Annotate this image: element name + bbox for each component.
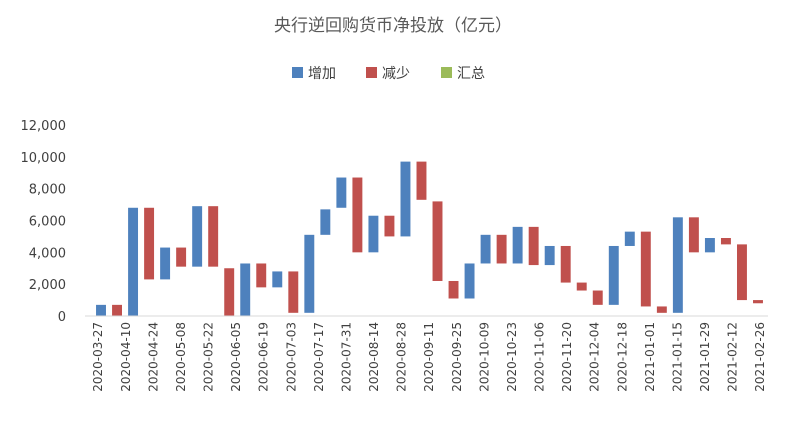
bar-decrease	[224, 268, 235, 316]
x-axis: 2020-03-27 2020-04-10 2020-04-24 2020-05-08…	[91, 322, 767, 392]
y-tick-label: 6,000	[29, 215, 66, 230]
x-tick-label: 2020-12-04	[588, 322, 602, 392]
bar-increase	[304, 234, 315, 313]
bar-decrease	[208, 206, 219, 267]
x-tick-label: 2020-03-27	[91, 322, 105, 392]
bar-decrease	[256, 263, 267, 288]
legend-item-1: 增加	[292, 66, 336, 82]
y-tick-label: 8,000	[29, 183, 66, 198]
bar-decrease	[640, 231, 651, 307]
x-tick-label: 2020-12-18	[615, 322, 629, 392]
bar-increase	[672, 217, 683, 313]
bar-decrease	[528, 226, 539, 266]
legend: 增加 减少 汇总	[292, 66, 485, 82]
x-tick-label: 2020-04-10	[119, 322, 133, 392]
x-tick-label: 2020-07-03	[284, 322, 298, 392]
x-tick-label: 2020-07-31	[339, 322, 353, 392]
bar-decrease	[416, 161, 427, 200]
bar-decrease	[656, 306, 667, 313]
chart-title: 央行逆回购货币净投放（亿元）	[274, 16, 512, 36]
bar-decrease	[352, 177, 363, 253]
x-tick-label: 2020-08-28	[395, 322, 409, 392]
x-tick-label: 2020-11-20	[560, 322, 574, 392]
x-tick-label: 2021-02-26	[753, 322, 767, 392]
bar-decrease	[176, 247, 187, 267]
x-tick-label: 2020-09-25	[450, 322, 464, 392]
x-tick-label: 2020-06-19	[257, 322, 271, 392]
x-tick-label: 2020-05-22	[202, 322, 216, 392]
bar-decrease	[112, 304, 122, 316]
x-tick-label: 2020-06-05	[229, 322, 243, 392]
bar-increase	[400, 161, 411, 237]
bars	[96, 161, 763, 316]
bar-increase	[544, 245, 555, 266]
bar-decrease	[576, 282, 587, 291]
bar-decrease	[144, 207, 155, 280]
x-tick-label: 2020-10-23	[505, 322, 519, 392]
bar-increase	[96, 304, 106, 316]
bar-decrease	[432, 201, 443, 281]
bar-increase	[480, 234, 491, 264]
x-tick-label: 2021-01-29	[698, 322, 712, 392]
bar-decrease	[560, 245, 571, 283]
y-axis: 0 2,000 4,000 6,000 8,000 10,000 12,000	[21, 119, 67, 325]
bar-increase	[160, 247, 171, 280]
bar-increase	[272, 271, 283, 288]
legend-item-3: 汇总	[441, 66, 485, 82]
bar-increase	[240, 263, 251, 316]
x-tick-label: 2021-01-01	[643, 322, 657, 392]
bar-increase	[128, 207, 139, 316]
bar-increase	[368, 215, 379, 253]
bar-increase	[608, 245, 619, 305]
x-tick-label: 2020-08-14	[367, 322, 381, 392]
x-tick-label: 2021-01-15	[670, 322, 684, 392]
x-tick-label: 2021-02-12	[726, 322, 740, 392]
y-tick-label: 10,000	[21, 151, 67, 166]
bar-increase	[704, 238, 715, 253]
bar-increase	[512, 226, 523, 264]
legend-swatch	[292, 67, 303, 78]
x-tick-label: 2020-07-17	[312, 322, 326, 392]
bar-increase	[624, 231, 635, 246]
bar-decrease	[688, 217, 699, 253]
x-tick-label: 2020-04-24	[146, 322, 160, 392]
y-tick-label: 0	[58, 310, 66, 325]
bar-increase	[320, 209, 331, 235]
legend-label: 增加	[308, 66, 336, 82]
bar-decrease	[448, 280, 459, 299]
y-tick-label: 2,000	[29, 278, 66, 293]
bar-decrease	[384, 215, 395, 237]
bar-increase	[464, 263, 475, 299]
x-tick-label: 2020-09-11	[422, 322, 436, 392]
legend-item-2: 减少	[366, 66, 410, 82]
bar-decrease	[288, 271, 299, 313]
bar-decrease	[720, 238, 731, 245]
bar-decrease	[753, 300, 763, 304]
bar-decrease	[592, 290, 603, 305]
bar-decrease	[496, 234, 507, 264]
y-tick-label: 12,000	[21, 119, 67, 134]
x-tick-label: 2020-05-08	[174, 322, 188, 392]
x-tick-label: 2020-11-06	[533, 322, 547, 392]
x-tick-label: 2020-10-09	[477, 322, 491, 392]
bar-increase	[192, 206, 203, 267]
y-tick-label: 4,000	[29, 246, 66, 261]
bar-increase	[336, 177, 347, 208]
legend-swatch	[441, 67, 452, 78]
bar-decrease	[737, 244, 747, 301]
legend-label: 减少	[382, 66, 410, 82]
legend-swatch	[366, 67, 377, 78]
legend-label: 汇总	[457, 66, 485, 82]
